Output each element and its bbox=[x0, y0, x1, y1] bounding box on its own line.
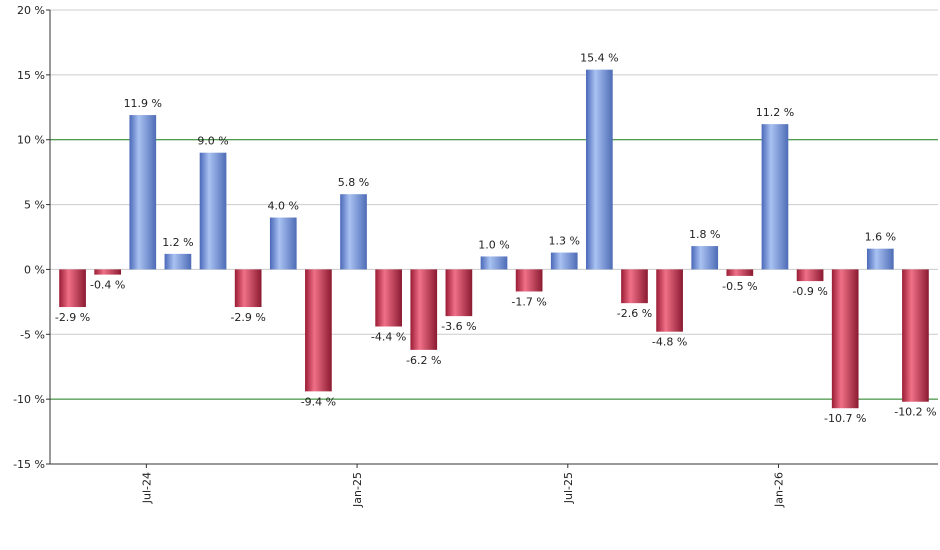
bar bbox=[129, 115, 157, 270]
bar bbox=[410, 269, 438, 350]
bar-value-label: 15.4 % bbox=[580, 52, 618, 65]
y-tick-label: 20 % bbox=[17, 4, 45, 17]
bar-value-label: -2.6 % bbox=[617, 307, 652, 320]
bar bbox=[199, 152, 227, 270]
bar bbox=[831, 269, 859, 409]
y-tick-label: -5 % bbox=[20, 328, 45, 341]
bar-value-label: 11.2 % bbox=[756, 106, 794, 119]
bar bbox=[761, 124, 789, 270]
y-tick-label: 5 % bbox=[24, 199, 45, 212]
bar-value-label: 1.0 % bbox=[478, 238, 509, 251]
bar-value-label: -4.4 % bbox=[371, 331, 406, 344]
bar-value-label: 1.6 % bbox=[865, 231, 896, 244]
bar bbox=[445, 269, 473, 317]
bar bbox=[480, 256, 508, 270]
bar-value-label: -2.9 % bbox=[230, 311, 265, 324]
x-tick-label: Jan-25 bbox=[351, 472, 364, 508]
bar-value-label: -9.4 % bbox=[301, 395, 336, 408]
data-labels: -2.9 % -0.4 % 11.9 % 1.2 % 9.0 % -2.9 % 4.0 % -… bbox=[55, 52, 937, 426]
bar bbox=[375, 269, 402, 327]
bar bbox=[340, 194, 367, 270]
bar bbox=[726, 269, 754, 276]
bar-value-label: -3.6 % bbox=[441, 320, 476, 333]
bar bbox=[164, 253, 192, 270]
y-tick-label: -15 % bbox=[13, 458, 45, 471]
bar-value-label: -0.4 % bbox=[90, 279, 125, 292]
bar-value-label: 1.3 % bbox=[549, 235, 580, 248]
bar bbox=[234, 269, 262, 308]
bars bbox=[59, 69, 929, 409]
bar-value-label: 1.8 % bbox=[689, 228, 720, 241]
bar-value-label: 9.0 % bbox=[197, 135, 228, 148]
bar-value-label: 1.2 % bbox=[162, 236, 193, 249]
bar bbox=[94, 269, 122, 275]
y-tick-label: 15 % bbox=[17, 69, 45, 82]
x-tick-label: Jul-25 bbox=[562, 472, 575, 504]
bar-value-label: -4.8 % bbox=[652, 336, 687, 349]
bar bbox=[902, 269, 929, 402]
x-axis-ticks: Jul-24 Jan-25 Jul-25 Jan-26 bbox=[140, 464, 786, 508]
bar bbox=[515, 269, 543, 292]
x-tick-label: Jul-24 bbox=[140, 472, 153, 504]
bar bbox=[866, 248, 894, 270]
y-tick-label: -10 % bbox=[13, 393, 45, 406]
bar-value-label: -1.7 % bbox=[511, 295, 546, 308]
bar-value-label: -0.9 % bbox=[792, 285, 827, 298]
bar bbox=[796, 269, 824, 282]
y-tick-label: 10 % bbox=[17, 134, 45, 147]
bar bbox=[550, 252, 578, 270]
x-tick-label: Jan-26 bbox=[773, 472, 786, 508]
bar-value-label: -10.2 % bbox=[894, 406, 936, 419]
axes bbox=[49, 10, 938, 465]
bar-value-label: -2.9 % bbox=[55, 311, 90, 324]
bar-value-label: -6.2 % bbox=[406, 354, 441, 367]
bar bbox=[59, 269, 86, 308]
bar bbox=[305, 269, 332, 392]
bar bbox=[621, 269, 648, 304]
bar bbox=[691, 246, 719, 270]
bar-value-label: -0.5 % bbox=[722, 280, 757, 293]
bar-value-label: 11.9 % bbox=[124, 97, 162, 110]
grid-lines bbox=[50, 9, 938, 465]
bar bbox=[656, 269, 683, 332]
bar-value-label: 5.8 % bbox=[338, 176, 369, 189]
bar-value-label: -10.7 % bbox=[824, 412, 866, 425]
bar bbox=[269, 217, 297, 270]
bar bbox=[586, 69, 613, 270]
y-axis-ticks: -15 % -10 % -5 % 0 % 5 % 10 % 15 % 20 % bbox=[13, 4, 50, 471]
y-tick-label: 0 % bbox=[24, 263, 45, 276]
bar-value-label: 4.0 % bbox=[268, 200, 299, 213]
